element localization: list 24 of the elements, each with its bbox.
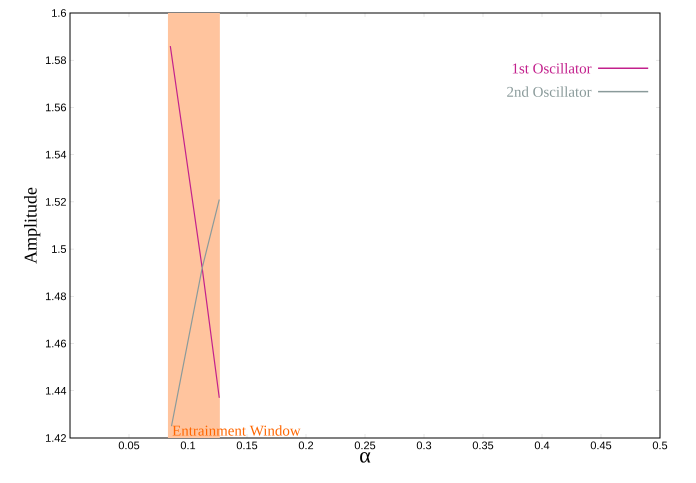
x-tick-label: 0.4	[534, 442, 550, 450]
x-tick-label: 0.15	[236, 442, 258, 450]
y-tick-label: 1.52	[46, 198, 66, 206]
y-tick-label: 1.54	[46, 150, 66, 158]
y-tick-label: 1.5	[52, 245, 66, 253]
legend-label: 2nd Oscillator	[507, 86, 592, 97]
x-axis-title: α	[360, 452, 370, 463]
x-tick-label: 0.45	[590, 442, 612, 450]
y-tick-label: 1.6	[52, 9, 66, 17]
x-tick-label: 0.25	[354, 442, 376, 450]
x-tick-label: 0.3	[416, 442, 432, 450]
y-tick-label: 1.48	[46, 292, 66, 300]
y-tick-label: 1.58	[46, 56, 66, 64]
x-tick-label: 0.5	[652, 442, 668, 450]
y-axis-title: Amplitude	[24, 188, 40, 264]
y-tick-label: 1.46	[46, 340, 66, 348]
x-tick-label: 0.35	[472, 442, 494, 450]
legend-label: 1st Oscillator	[512, 62, 592, 74]
y-tick-label: 1.42	[46, 434, 66, 442]
y-tick-label: 1.56	[46, 104, 66, 112]
x-tick-label: 0.2	[298, 442, 314, 450]
x-tick-label: 0.1	[180, 442, 196, 450]
y-tick-label: 1.44	[46, 387, 66, 395]
x-tick-label: 0.05	[118, 442, 140, 450]
